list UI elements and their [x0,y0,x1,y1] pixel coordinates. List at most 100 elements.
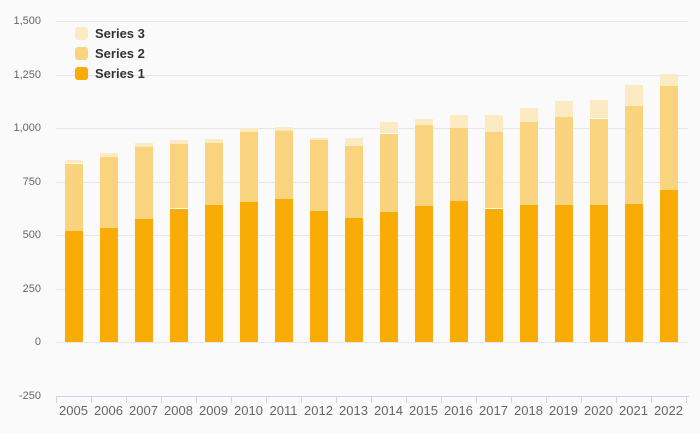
x-axis-label-2020: 2020 [584,403,613,418]
x-axis-tick [231,396,232,403]
gridline-250 [56,288,688,290]
bar-2020-series-1[interactable] [589,205,608,343]
x-axis-label-2008: 2008 [164,403,193,418]
bar-2015-series-2[interactable] [414,124,433,207]
bar-2014-series-2[interactable] [379,133,398,212]
x-axis-label-2006: 2006 [94,403,123,418]
y-axis-label-1,250: 1,250 [13,68,41,81]
bar-2007-series-1[interactable] [134,219,153,343]
x-axis-tick [126,396,127,403]
legend: Series 3 Series 2 Series 1 [75,23,145,83]
x-axis-tick [56,396,57,403]
bar-2012-series-3[interactable] [309,137,328,140]
gridline-0 [56,342,688,344]
y-axis-label-1,500: 1,500 [13,15,41,27]
bar-2022-series-2[interactable] [659,86,678,191]
bar-2005-series-1[interactable] [64,231,83,343]
bar-2007-series-3[interactable] [134,143,153,148]
legend-swatch-series-3-icon [75,26,88,40]
x-axis-tick [371,396,372,403]
bar-2017-series-3[interactable] [484,115,503,133]
bar-2021-series-2[interactable] [624,105,643,205]
bar-2018-series-3[interactable] [519,107,538,122]
bar-2013-series-3[interactable] [344,137,363,147]
bar-2019-series-1[interactable] [554,205,573,343]
bar-2019-series-3[interactable] [554,101,573,118]
bar-2016-series-1[interactable] [449,201,468,343]
bar-2015-series-3[interactable] [414,118,433,125]
bar-2006-series-3[interactable] [99,152,118,158]
bar-2021-series-3[interactable] [624,85,643,106]
bar-2016-series-2[interactable] [449,128,468,201]
legend-item-series-2[interactable]: Series 2 [75,43,145,63]
x-axis-label-2015: 2015 [409,403,438,418]
x-axis-tick [336,396,337,403]
bar-2009-series-3[interactable] [204,138,223,144]
legend-label-series-3: Series 3 [95,25,145,41]
bar-2019-series-2[interactable] [554,117,573,206]
bar-2007-series-2[interactable] [134,147,153,220]
x-axis-label-2010: 2010 [234,403,263,418]
bar-2012-series-2[interactable] [309,139,328,211]
bar-2021-series-1[interactable] [624,204,643,343]
gridline-500 [56,235,688,237]
bar-2006-series-2[interactable] [99,157,118,228]
bar-2014-series-1[interactable] [379,211,398,343]
x-axis-label-2021: 2021 [619,403,648,418]
bar-2017-series-1[interactable] [484,208,503,343]
bar-2022-series-1[interactable] [659,190,678,343]
bar-2011-series-3[interactable] [274,127,293,132]
bar-2005-series-3[interactable] [64,160,83,164]
bar-2008-series-2[interactable] [169,144,188,209]
legend-item-series-3[interactable]: Series 3 [75,23,145,43]
legend-item-series-1[interactable]: Series 1 [75,63,145,83]
x-axis-label-2022: 2022 [654,403,683,418]
y-axis-label-0: 0 [34,336,41,349]
bar-2012-series-1[interactable] [309,210,328,343]
bar-2005-series-2[interactable] [64,163,83,231]
bar-2011-series-2[interactable] [274,131,293,199]
bar-2009-series-2[interactable] [204,143,223,206]
bar-2016-series-3[interactable] [449,115,468,129]
y-axis-label--250: -250 [18,390,41,402]
bar-2015-series-1[interactable] [414,206,433,343]
x-axis-tick [581,396,582,403]
x-axis-tick [511,396,512,403]
x-axis-label-2014: 2014 [374,403,403,418]
x-axis-label-2017: 2017 [479,403,508,418]
x-axis-label-2018: 2018 [514,403,543,418]
bar-2013-series-2[interactable] [344,146,363,219]
gridline-1,250 [56,74,688,76]
bar-2022-series-3[interactable] [659,73,678,87]
bar-2008-series-1[interactable] [169,208,188,343]
y-axis-label-500: 500 [22,229,41,242]
legend-label-series-1: Series 1 [95,65,145,81]
bar-2018-series-2[interactable] [519,121,538,206]
bar-2010-series-3[interactable] [239,128,258,133]
bar-2020-series-3[interactable] [589,100,608,119]
bar-2013-series-1[interactable] [344,218,363,343]
bar-2009-series-1[interactable] [204,205,223,343]
legend-swatch-series-2-icon [75,46,88,60]
x-axis-label-2012: 2012 [304,403,333,418]
bar-2017-series-2[interactable] [484,132,503,209]
bar-2014-series-3[interactable] [379,121,398,134]
x-axis-tick [91,396,92,403]
x-axis-tick [616,396,617,403]
x-axis-label-2009: 2009 [199,403,228,418]
x-axis-tick [406,396,407,403]
bar-2011-series-1[interactable] [274,198,293,343]
bar-2020-series-2[interactable] [589,118,608,206]
bar-2008-series-3[interactable] [169,139,188,145]
bar-2006-series-1[interactable] [99,227,118,343]
bar-2010-series-1[interactable] [239,202,258,343]
y-axis-label-1,000: 1,000 [13,122,41,135]
gridline-1,500 [56,21,688,22]
legend-swatch-series-1-icon [75,66,88,80]
bar-2018-series-1[interactable] [519,205,538,343]
bar-2010-series-2[interactable] [239,132,258,202]
x-axis-tick [196,396,197,403]
x-axis-tick [301,396,302,403]
